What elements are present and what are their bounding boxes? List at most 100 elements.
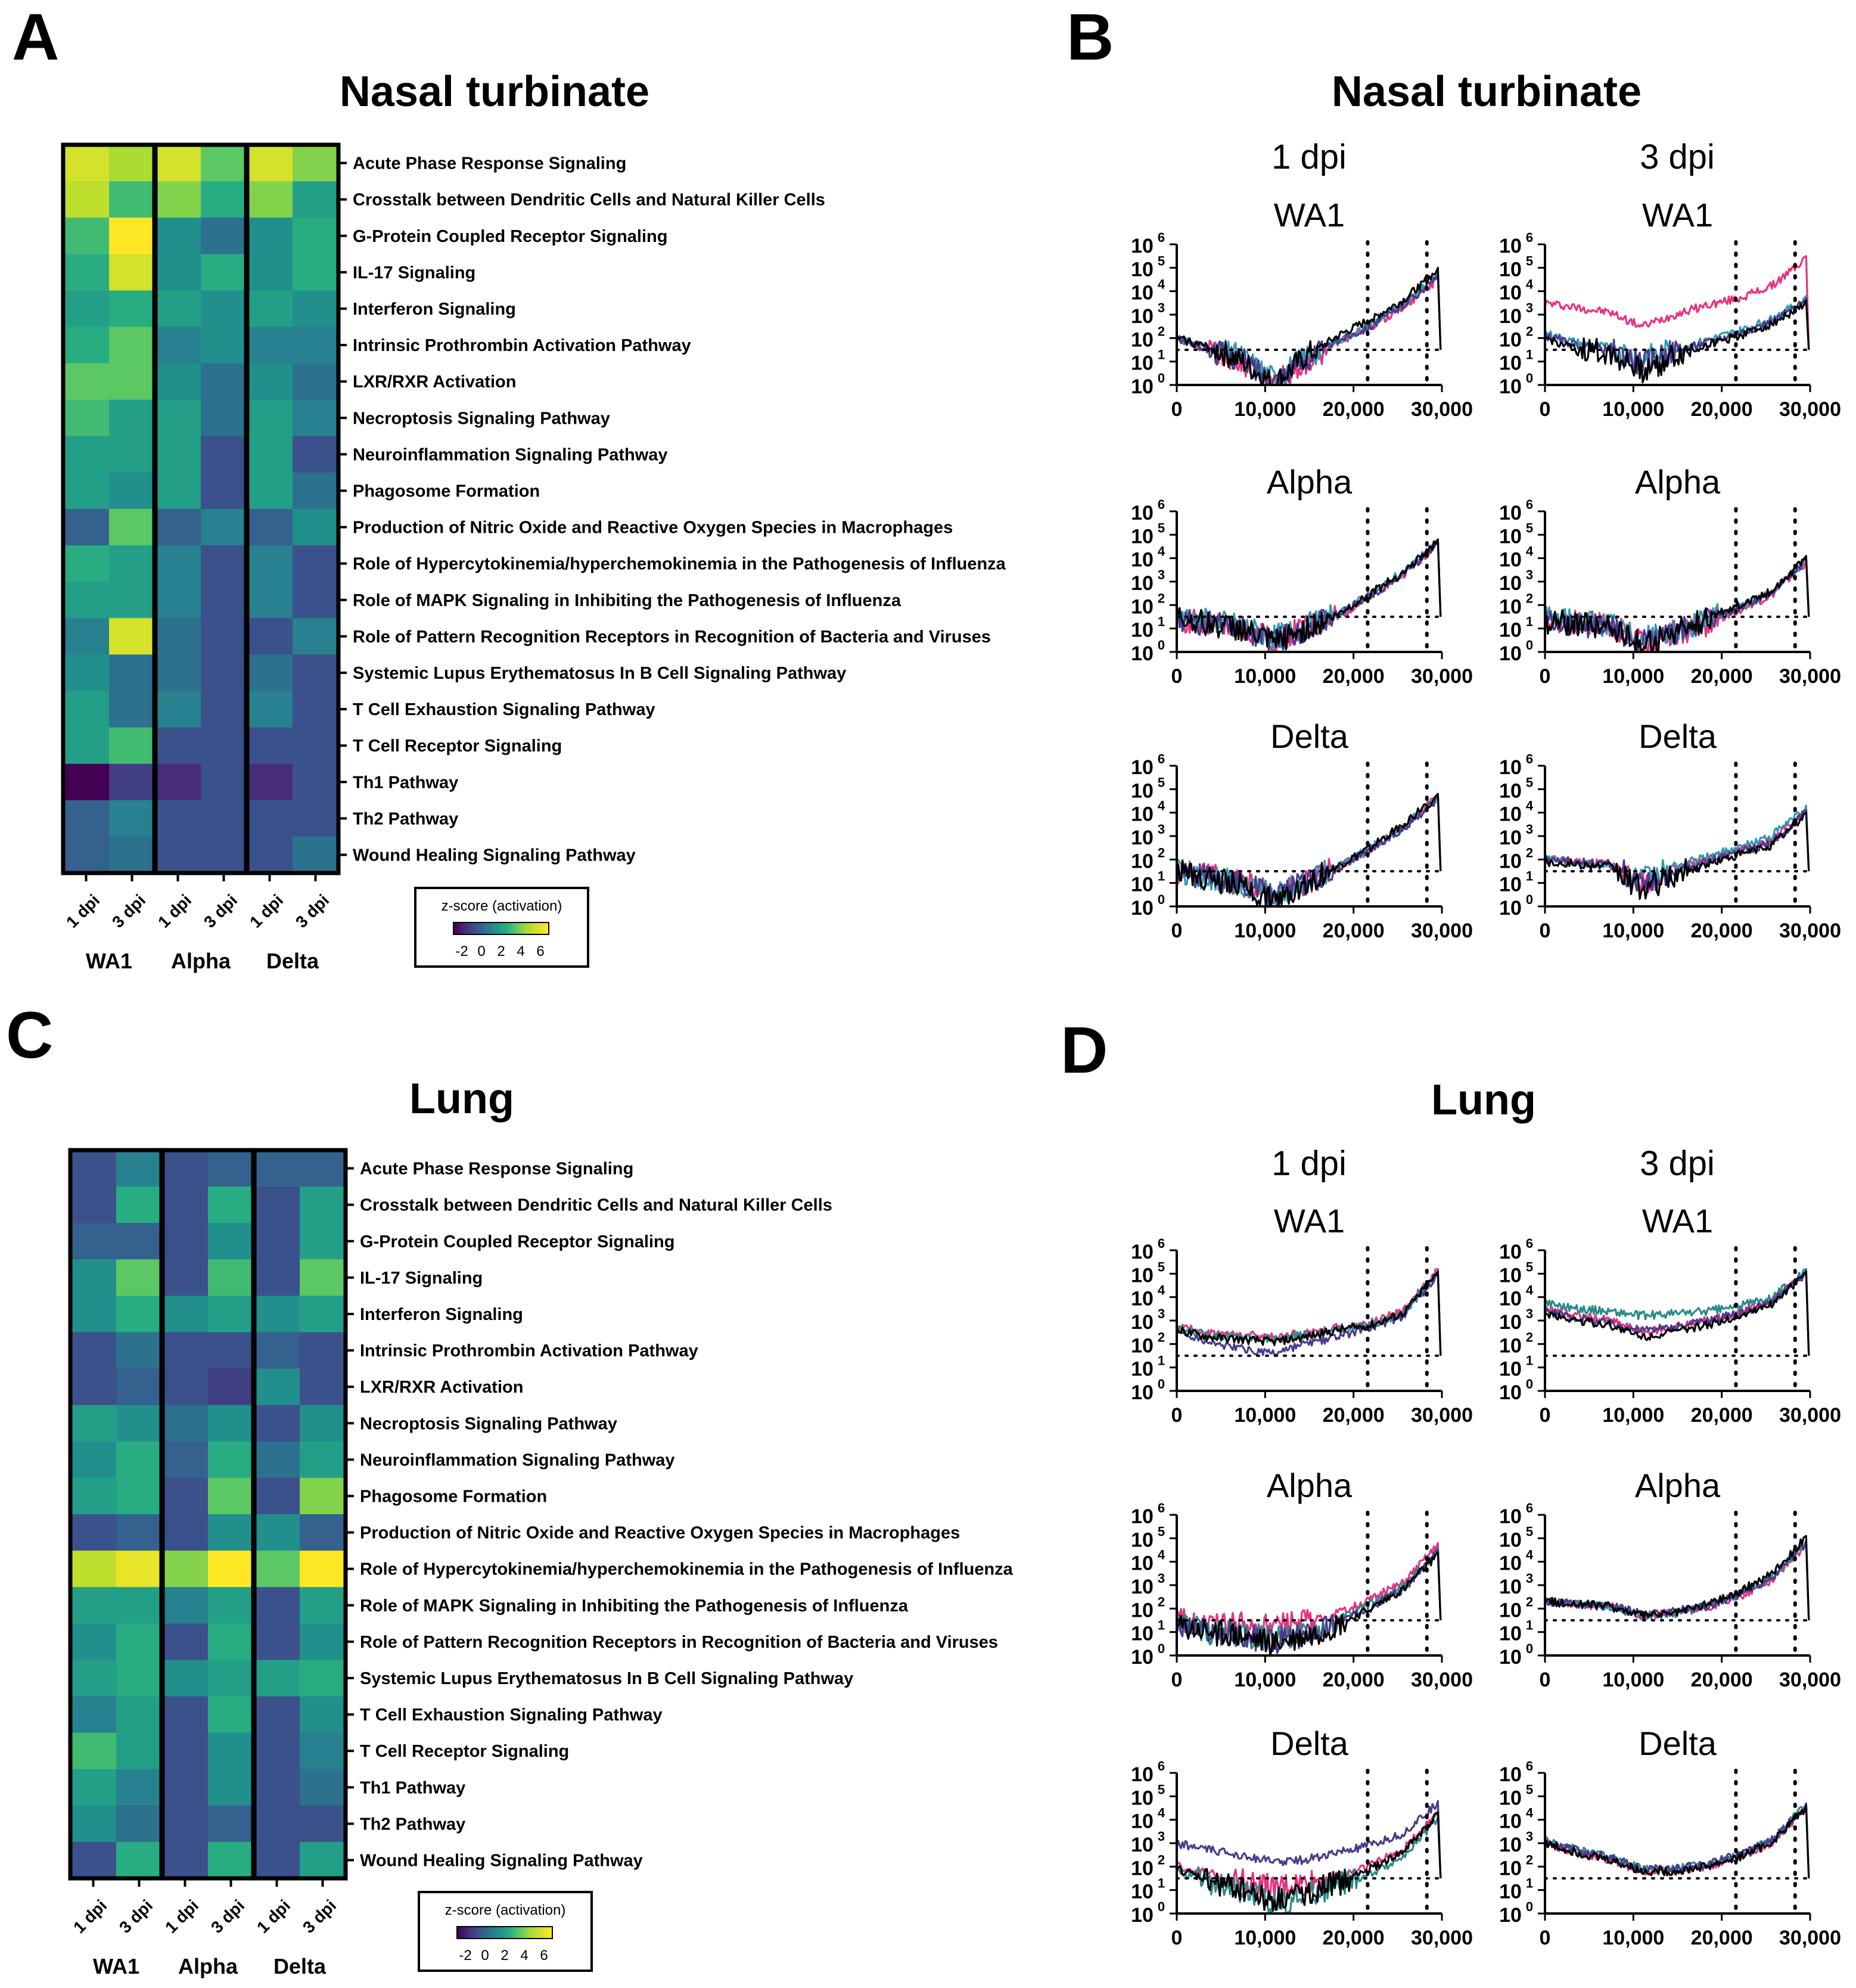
- heatmap-cell: [116, 1514, 163, 1551]
- heatmap-cell: [208, 1769, 254, 1806]
- heatmap-cell: [63, 290, 110, 328]
- column-label: 1 dpi: [253, 1896, 294, 1937]
- subplot-title: Delta: [1639, 717, 1717, 755]
- legend-swatch: [534, 922, 537, 934]
- legend-swatch: [500, 1927, 503, 1939]
- pathway-label: Necroptosis Signaling Pathway: [353, 409, 610, 428]
- pathway-label: G-Protein Coupled Receptor Signaling: [360, 1232, 674, 1251]
- y-tick-label: 10: [1131, 1623, 1154, 1645]
- legend-swatch: [548, 1927, 551, 1939]
- y-tick-label: 10: [1131, 375, 1154, 398]
- y-tick-exponent: 5: [1158, 253, 1165, 268]
- y-tick-exponent: 1: [1158, 1353, 1165, 1368]
- y-tick-exponent: 3: [1158, 567, 1165, 582]
- heatmap-cell: [201, 218, 247, 254]
- heatmap-cell: [201, 399, 247, 437]
- y-tick-exponent: 0: [1158, 892, 1165, 907]
- heatmap-cell: [155, 145, 201, 182]
- heatmap-cell: [155, 181, 201, 218]
- legend-swatch: [470, 922, 473, 934]
- x-tick-label: 30,000: [1411, 1669, 1473, 1691]
- y-tick-exponent: 6: [1158, 1759, 1165, 1773]
- y-tick-exponent: 6: [1526, 497, 1533, 512]
- panel-label: A: [12, 1, 59, 74]
- heatmap-cell: [247, 618, 293, 655]
- legend-swatch: [523, 922, 526, 934]
- subplot: WA1 10 0 10 1 10 2 10 3 10 4 10 5 10 6 0 10,000 20,000 30,…: [1131, 1202, 1473, 1427]
- heatmap-cell: [109, 763, 156, 801]
- y-tick-exponent: 1: [1526, 614, 1533, 629]
- legend-swatch: [494, 922, 497, 934]
- y-tick-exponent: 2: [1526, 845, 1533, 860]
- heatmap-cell: [201, 145, 247, 182]
- heatmap-cell: [254, 1405, 300, 1442]
- y-tick-exponent: 2: [1158, 1852, 1165, 1867]
- y-tick-exponent: 5: [1526, 775, 1533, 790]
- heatmap-cell: [201, 800, 247, 837]
- heatmap-cell: [254, 1623, 300, 1660]
- legend-swatch: [483, 1927, 486, 1939]
- heatmap-cell: [300, 1805, 346, 1843]
- heatmap-cell: [162, 1441, 209, 1478]
- heatmap-cell: [300, 1332, 346, 1369]
- x-tick-label: 10,000: [1602, 1404, 1664, 1427]
- y-tick-exponent: 2: [1526, 324, 1533, 338]
- y-tick-exponent: 3: [1158, 1306, 1165, 1321]
- y-tick-exponent: 6: [1158, 497, 1165, 512]
- heatmap-cell: [63, 763, 110, 801]
- legend-swatch: [489, 922, 492, 934]
- heatmap-cell: [70, 1769, 117, 1806]
- legend-swatch: [457, 1927, 460, 1939]
- legend-swatch: [546, 922, 549, 934]
- legend-swatch: [463, 922, 466, 934]
- legend-swatch: [475, 922, 478, 934]
- y-tick-label: 10: [1131, 1264, 1154, 1287]
- pathway-label: Necroptosis Signaling Pathway: [360, 1414, 617, 1433]
- y-tick-label: 10: [1499, 1288, 1522, 1310]
- heatmap-cell: [208, 1551, 254, 1588]
- y-tick-label: 10: [1131, 1529, 1154, 1551]
- legend-swatch: [478, 1927, 481, 1939]
- legend-swatch: [503, 922, 506, 934]
- group-label: Alpha: [171, 949, 231, 973]
- y-tick-label: 10: [1499, 779, 1522, 802]
- y-tick-exponent: 4: [1526, 1548, 1534, 1563]
- heatmap-cell: [63, 399, 110, 437]
- heatmap-cell: [247, 509, 293, 546]
- x-tick-label: 30,000: [1411, 1927, 1473, 1949]
- heatmap-cell: [63, 363, 110, 400]
- heatmap-cell: [155, 836, 201, 874]
- heatmap-cell: [300, 1477, 346, 1515]
- y-tick-exponent: 2: [1526, 1594, 1533, 1609]
- heatmap-cell: [293, 254, 339, 291]
- y-tick-exponent: 2: [1158, 591, 1165, 605]
- heatmap-cell: [254, 1332, 300, 1369]
- heatmap-cell: [116, 1732, 163, 1770]
- legend-bar-frame: [456, 1926, 553, 1939]
- legend-swatch: [543, 1927, 546, 1939]
- y-tick-label: 10: [1131, 1763, 1154, 1786]
- heatmap-cell: [254, 1477, 300, 1515]
- heatmap-cell: [254, 1696, 300, 1734]
- heatmap-cell: [300, 1732, 346, 1770]
- heatmap-cell: [254, 1732, 300, 1770]
- coverage-line: [1544, 299, 1810, 384]
- heatmap-cell: [63, 727, 110, 765]
- y-tick-exponent: 3: [1526, 300, 1533, 315]
- heatmap-cell: [254, 1441, 300, 1478]
- x-tick-label: 20,000: [1323, 398, 1385, 421]
- y-tick-label: 10: [1131, 282, 1154, 305]
- heatmap-cell: [155, 254, 201, 291]
- y-tick-exponent: 4: [1526, 544, 1534, 559]
- coverage-line: [1544, 1270, 1810, 1356]
- subplot-title: Alpha: [1267, 463, 1353, 501]
- heatmap-cell: [201, 254, 247, 291]
- heatmap-C: C Lung Acute Phase Response Signaling Cross…: [6, 999, 1014, 1978]
- y-tick-exponent: 2: [1158, 845, 1165, 860]
- x-tick-label: 20,000: [1691, 398, 1753, 421]
- y-tick-label: 10: [1499, 235, 1522, 257]
- pathway-label: IL-17 Signaling: [360, 1269, 483, 1288]
- coverage-line: [1176, 538, 1442, 651]
